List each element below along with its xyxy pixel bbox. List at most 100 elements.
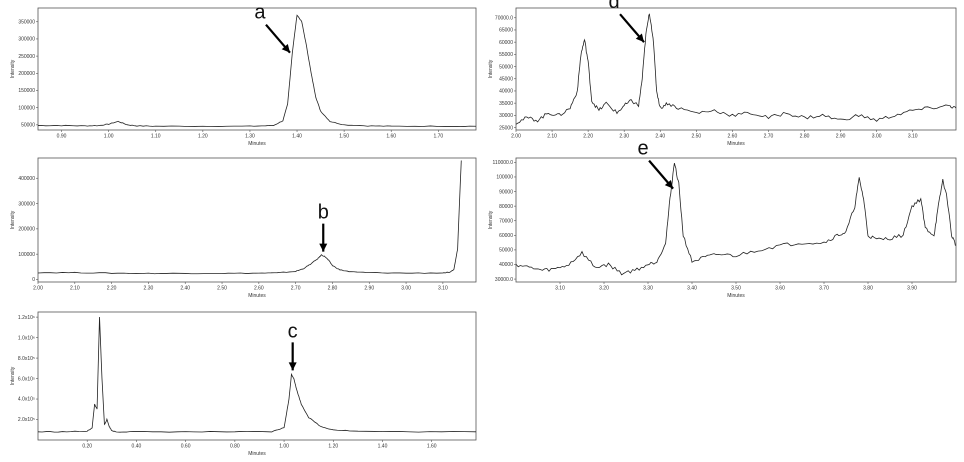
panel-d: 2.00 2.10 2.20 2.30 2.40 2.50 2.60 2.70 2.80 2.90… — [486, 0, 960, 148]
x-tick-label: 2.00 — [511, 134, 521, 140]
y-tick-label: 45000 — [499, 76, 513, 82]
plot-frame — [515, 157, 957, 283]
x-tick-label: 3.00 — [872, 134, 882, 140]
y-tick-label: 100000 — [496, 175, 513, 181]
x-tick-label: 1.10 — [151, 134, 161, 140]
y-tick-label: 90000 — [499, 189, 513, 195]
y-tick-label: 100000 — [18, 252, 35, 258]
y-tick-label: 50000 — [499, 64, 513, 70]
panel-e: 3.10 3.20 3.30 3.40 3.50 3.60 3.70 3.80 3.90 3000… — [486, 138, 960, 300]
x-tick-label: 3.80 — [863, 286, 873, 292]
y-tick-label: 40000 — [499, 262, 513, 268]
x-tick-label: 0.60 — [181, 444, 191, 450]
panel-label: d — [608, 0, 619, 13]
x-tick-label: 2.20 — [107, 286, 117, 292]
x-tick-label: 3.00 — [401, 286, 411, 292]
y-tick-label: 1.0x10⁶ — [18, 335, 35, 341]
x-tick-label: 0.90 — [57, 134, 67, 140]
arrow-head — [635, 33, 645, 43]
x-tick-label: 2.10 — [547, 134, 557, 140]
y-tick-label: 100000 — [18, 105, 35, 111]
x-tick-label: 2.60 — [728, 134, 738, 140]
x-tick-label: 2.90 — [836, 134, 846, 140]
x-tick-label: 2.10 — [70, 286, 80, 292]
y-tick-label: 300000 — [18, 37, 35, 43]
arrow-head — [281, 43, 290, 53]
x-tick-label: 3.70 — [819, 286, 829, 292]
panel-label: a — [254, 2, 266, 24]
x-tick-label: 3.90 — [907, 286, 917, 292]
chart-a: 0.90 1.00 1.10 1.20 1.30 1.40 1.50 1.60 1.70 5000… — [10, 2, 477, 147]
x-tick-label: 3.10 — [438, 286, 448, 292]
arrow-head — [288, 362, 297, 371]
x-tick-label: 0.40 — [132, 444, 142, 450]
x-tick-label: 3.10 — [555, 286, 565, 292]
x-tick-label: 3.50 — [731, 286, 741, 292]
x-tick-label: 2.70 — [764, 134, 774, 140]
y-tick-label: 35000 — [499, 101, 513, 107]
y-axis-label: Intensity — [488, 210, 494, 229]
chromatogram-trace — [515, 162, 957, 276]
x-tick-label: 2.60 — [254, 286, 264, 292]
x-tick-label: 1.50 — [339, 134, 349, 140]
arrow-head — [664, 179, 674, 189]
chromatogram-trace — [37, 14, 477, 127]
chromatogram-trace — [515, 13, 957, 125]
x-tick-label: 2.30 — [144, 286, 154, 292]
y-tick-label: 55000 — [499, 52, 513, 58]
x-tick-label: 2.20 — [583, 134, 593, 140]
x-tick-label: 2.50 — [691, 134, 701, 140]
x-tick-label: 2.50 — [217, 286, 227, 292]
chromatogram-trace — [37, 317, 477, 433]
x-axis-label: Minutes — [248, 451, 266, 457]
x-tick-label: 3.10 — [908, 134, 918, 140]
x-tick-label: 3.30 — [643, 286, 653, 292]
x-tick-label: 2.70 — [291, 286, 301, 292]
y-tick-label: 50000 — [499, 248, 513, 254]
y-tick-label: 8.0x10⁵ — [18, 356, 35, 362]
x-tick-label: 2.00 — [33, 286, 43, 292]
x-tick-label: 1.70 — [433, 134, 443, 140]
y-tick-label: 70000.0 — [495, 15, 513, 21]
x-tick-label: 0.80 — [230, 444, 240, 450]
panel-c: 0.20 0.40 0.60 0.80 1.00 1.20 1.40 1.60 2.0x10⁵ 4… — [8, 308, 480, 458]
x-axis-label: Minutes — [248, 293, 266, 299]
y-tick-label: 50000 — [21, 123, 35, 129]
y-tick-label: 1.2x10⁶ — [18, 315, 35, 321]
x-tick-label: 2.30 — [619, 134, 629, 140]
y-tick-label: 110000.0 — [493, 160, 514, 166]
y-tick-label: 300000 — [18, 201, 35, 207]
y-axis-label: Intensity — [488, 59, 494, 78]
y-axis-label: Intensity — [10, 210, 16, 229]
x-tick-label: 2.40 — [655, 134, 665, 140]
x-tick-label: 2.80 — [800, 134, 810, 140]
plot-frame — [515, 7, 957, 131]
x-tick-label: 1.30 — [245, 134, 255, 140]
panel-label: e — [638, 138, 649, 160]
y-tick-label: 200000 — [18, 71, 35, 77]
y-tick-label: 80000 — [499, 204, 513, 210]
y-tick-label: 60000 — [499, 40, 513, 46]
panel-label: c — [288, 320, 298, 342]
x-tick-label: 3.20 — [599, 286, 609, 292]
x-tick-label: 0.20 — [82, 444, 92, 450]
y-tick-label: 250000 — [18, 54, 35, 60]
y-tick-label: 40000 — [499, 89, 513, 95]
x-tick-label: 1.20 — [198, 134, 208, 140]
x-axis-label: Minutes — [248, 141, 266, 147]
y-axis-label: Intensity — [10, 366, 16, 385]
x-tick-label: 1.00 — [104, 134, 114, 140]
x-axis-label: Minutes — [727, 141, 745, 147]
x-tick-label: 1.40 — [378, 444, 388, 450]
x-tick-label: 1.60 — [386, 134, 396, 140]
y-tick-label: 0 — [32, 277, 35, 283]
y-tick-label: 6.0x10⁵ — [18, 376, 35, 382]
y-tick-label: 4.0x10⁵ — [18, 397, 35, 403]
y-tick-label: 2.0x10⁵ — [18, 417, 35, 423]
y-tick-label: 60000 — [499, 233, 513, 239]
y-tick-label: 65000 — [499, 28, 513, 34]
chromatogram-trace — [37, 160, 462, 275]
x-tick-label: 1.60 — [427, 444, 437, 450]
plot-frame — [37, 311, 477, 441]
x-tick-label: 2.90 — [364, 286, 374, 292]
